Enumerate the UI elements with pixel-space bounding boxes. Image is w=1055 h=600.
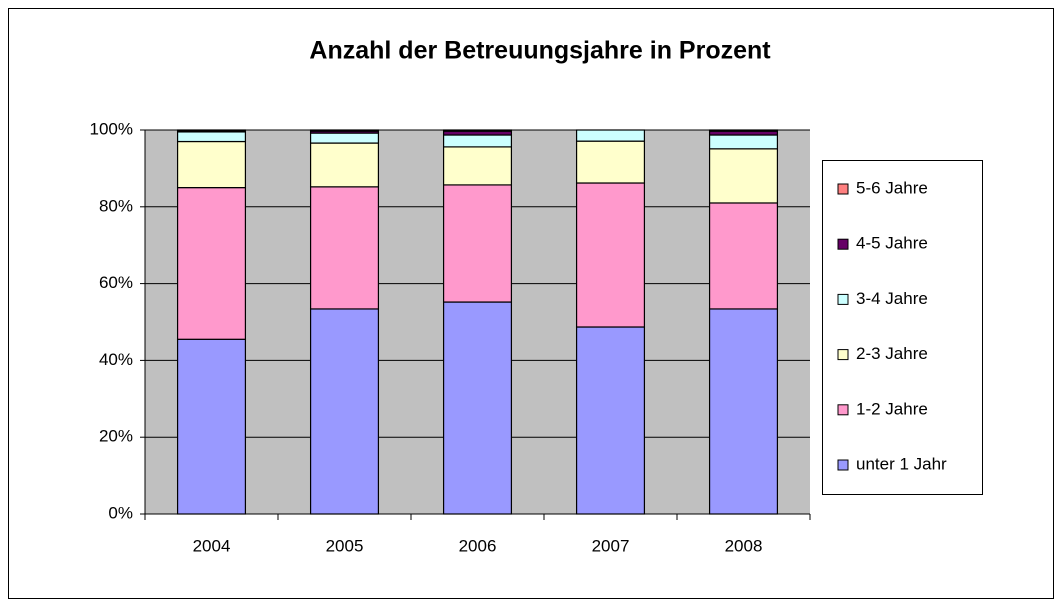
y-tick-label: 80% [99,196,133,215]
bar-segment [309,308,380,515]
bar-segment [442,184,513,303]
bar-segment [176,338,247,515]
bar-segment [176,187,247,340]
bar-segment [708,134,779,150]
legend-label: 2-3 Jahre [856,344,928,363]
bar-segment [442,301,513,515]
y-tick-label: 60% [99,273,133,292]
legend-label: unter 1 Jahr [856,454,947,473]
x-tick-label: 2006 [459,536,497,555]
legend-swatch [837,459,849,471]
bar-segment [309,132,380,144]
bar-segment [309,129,380,132]
y-tick-label: 100% [90,119,133,138]
x-tick-label: 2004 [193,536,231,555]
legend-swatch [837,183,849,195]
legend-swatch [837,238,849,250]
bar-segment [442,129,513,132]
legend-label: 4-5 Jahre [856,234,928,253]
y-tick-label: 20% [99,427,133,446]
bar-segment [176,131,247,143]
y-tick-label: 0% [108,503,133,522]
legend-swatch [837,293,849,305]
legend [822,160,983,495]
x-tick-label: 2005 [326,536,364,555]
legend-label: 3-4 Jahre [856,289,928,308]
bar-segment [309,186,380,310]
bar-segment [442,146,513,186]
bar-segment [309,142,380,188]
y-tick-label: 40% [99,350,133,369]
bar-segment [442,134,513,148]
legend-swatch [837,349,849,361]
bar-segment [176,140,247,189]
bar-segment [708,202,779,310]
bar-segment [708,308,779,515]
bar-segment [575,182,646,328]
x-tick-label: 2008 [725,536,763,555]
bar-segment [575,326,646,515]
x-tick-label: 2007 [592,536,630,555]
bar-segment [575,129,646,142]
bar-segment [708,129,779,132]
legend-label: 1-2 Jahre [856,399,928,418]
bar-segment [708,148,779,204]
legend-swatch [837,404,849,416]
bar-segment [176,129,247,132]
legend-label: 5-6 Jahre [856,178,928,197]
chart-title: Anzahl der Betreuungsjahre in Prozent [309,37,771,65]
bar-segment [575,140,646,184]
